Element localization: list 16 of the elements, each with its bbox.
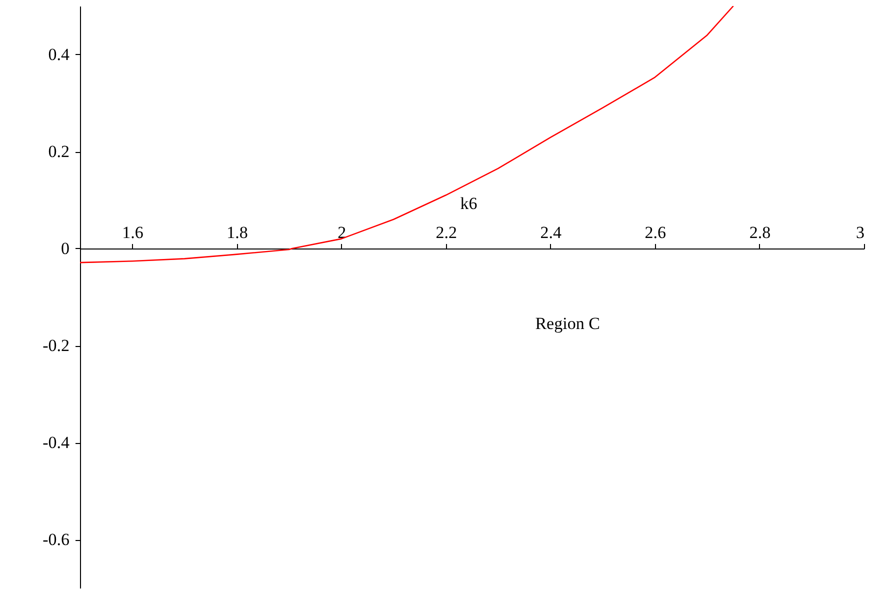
x-tick-label: 3 xyxy=(856,223,864,242)
line-series xyxy=(80,6,734,264)
y-tick-label: 0 xyxy=(61,239,70,258)
x-tick-label: 2.8 xyxy=(749,223,771,242)
y-tick-label: -0.2 xyxy=(42,336,70,355)
x-tick-label: 1.6 xyxy=(122,223,144,242)
y-tick-label: 0.4 xyxy=(48,45,70,64)
x-tick-label: 2.2 xyxy=(436,223,457,242)
y-tick-label: -0.6 xyxy=(42,530,70,549)
y-tick-label: -0.4 xyxy=(42,433,70,452)
annotation: k6 xyxy=(460,194,478,213)
x-tick-label: 1.8 xyxy=(226,223,248,242)
x-tick-label: 2.6 xyxy=(644,223,666,242)
x-tick-label: 2.4 xyxy=(540,223,562,242)
x-axis-title: Region C xyxy=(535,314,600,333)
y-tick-label: 0.2 xyxy=(48,142,70,161)
